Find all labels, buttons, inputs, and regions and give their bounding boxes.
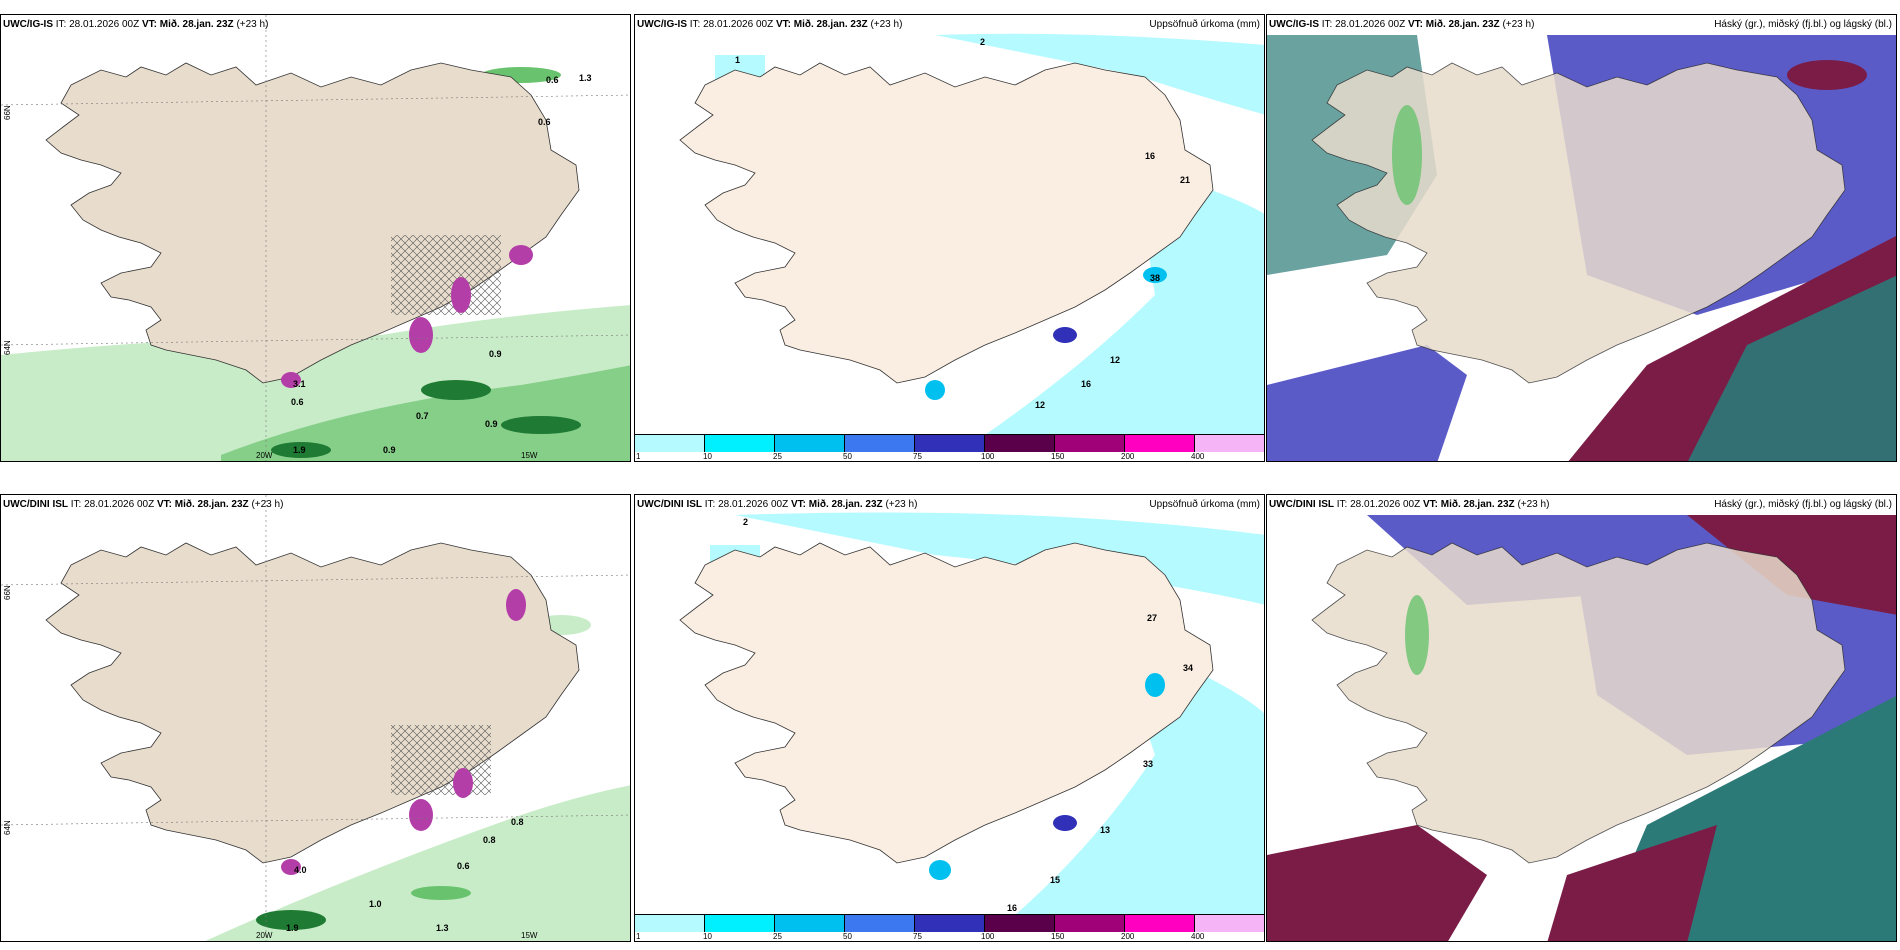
lon-label: 20W <box>256 451 272 460</box>
colorbar-swatch <box>705 435 775 452</box>
cloud-cover-map <box>1267 15 1897 462</box>
colorbar-tick: 25 <box>773 932 782 941</box>
colorbar-tick: 400 <box>1191 932 1204 941</box>
panel-bottom-right: UWC/DINI ISL IT: 28.01.2026 00Z VT: Mið.… <box>1266 494 1897 942</box>
panel-title: UWC/IG-IS IT: 28.01.2026 00Z VT: Mið. 28… <box>637 19 902 30</box>
colorbar-swatch <box>705 915 775 932</box>
colorbar-tick: 10 <box>703 452 712 461</box>
panel-bottom-left: UWC/DINI ISL IT: 28.01.2026 00Z VT: Mið.… <box>0 494 631 942</box>
colorbar-swatch <box>985 915 1055 932</box>
colorbar-tick: 200 <box>1121 932 1134 941</box>
panel-title: UWC/DINI ISL IT: 28.01.2026 00Z VT: Mið.… <box>1269 499 1549 510</box>
lat-label: 66N <box>3 585 12 600</box>
colorbar-tick: 100 <box>981 932 994 941</box>
panel-title: UWC/IG-IS IT: 28.01.2026 00Z VT: Mið. 28… <box>3 19 268 30</box>
panel-title: UWC/DINI ISL IT: 28.01.2026 00Z VT: Mið.… <box>3 499 283 510</box>
colorbar: 1 10 25 50 75 100 150 200 400 <box>635 914 1264 941</box>
colorbar-swatch <box>1195 435 1264 452</box>
panel-right-title: Háský (gr.), miðský (fj.bl.) og lágský (… <box>1714 19 1892 30</box>
wind-barb-map <box>1 15 631 462</box>
lat-label: 64N <box>3 340 12 355</box>
colorbar-swatch <box>985 435 1055 452</box>
panel-right-title: Uppsöfnuð úrkoma (mm) <box>1149 19 1260 30</box>
colorbar-swatch <box>845 435 915 452</box>
colorbar-tick: 150 <box>1051 452 1064 461</box>
colorbar-tick: 75 <box>913 452 922 461</box>
colorbar-swatch <box>1055 915 1125 932</box>
colorbar-tick: 100 <box>981 452 994 461</box>
cloud-cover-map <box>1267 495 1897 942</box>
panel-top-right: UWC/IG-IS IT: 28.01.2026 00Z VT: Mið. 28… <box>1266 14 1897 462</box>
colorbar-tick: 1 <box>636 932 640 941</box>
panel-title: UWC/DINI ISL IT: 28.01.2026 00Z VT: Mið.… <box>637 499 917 510</box>
panel-top-left: UWC/IG-IS IT: 28.01.2026 00Z VT: Mið. 28… <box>0 14 631 462</box>
colorbar-swatch <box>635 435 705 452</box>
colorbar-tick: 150 <box>1051 932 1064 941</box>
colorbar-tick: 75 <box>913 932 922 941</box>
colorbar-tick: 25 <box>773 452 782 461</box>
panel-right-title: Uppsöfnuð úrkoma (mm) <box>1149 499 1260 510</box>
colorbar-tick: 1 <box>636 452 640 461</box>
wind-barb-map <box>1 495 631 942</box>
colorbar-swatch <box>1055 435 1125 452</box>
colorbar-tick: 10 <box>703 932 712 941</box>
colorbar-tick: 50 <box>843 932 852 941</box>
lon-label: 20W <box>256 931 272 940</box>
lon-label: 15W <box>521 931 537 940</box>
colorbar-swatch <box>1125 915 1195 932</box>
panel-right-title: Háský (gr.), miðský (fj.bl.) og lágský (… <box>1714 499 1892 510</box>
colorbar-tick: 200 <box>1121 452 1134 461</box>
colorbar-swatch <box>915 435 985 452</box>
colorbar-swatch <box>775 915 845 932</box>
colorbar-swatch <box>1195 915 1264 932</box>
panel-top-middle: UWC/IG-IS IT: 28.01.2026 00Z VT: Mið. 28… <box>634 14 1265 462</box>
colorbar-swatch <box>775 435 845 452</box>
panel-title: UWC/IG-IS IT: 28.01.2026 00Z VT: Mið. 28… <box>1269 19 1534 30</box>
panel-bottom-middle: UWC/DINI ISL IT: 28.01.2026 00Z VT: Mið.… <box>634 494 1265 942</box>
lon-label: 15W <box>521 451 537 460</box>
precipitation-map <box>635 15 1265 462</box>
precipitation-map <box>635 495 1265 942</box>
colorbar-tick: 50 <box>843 452 852 461</box>
colorbar: 1 10 25 50 75 100 150 200 400 <box>635 434 1264 461</box>
colorbar-swatch <box>915 915 985 932</box>
colorbar-swatch <box>1125 435 1195 452</box>
lat-label: 64N <box>3 820 12 835</box>
colorbar-swatch <box>845 915 915 932</box>
colorbar-tick: 400 <box>1191 452 1204 461</box>
colorbar-swatch <box>635 915 705 932</box>
lat-label: 66N <box>3 105 12 120</box>
